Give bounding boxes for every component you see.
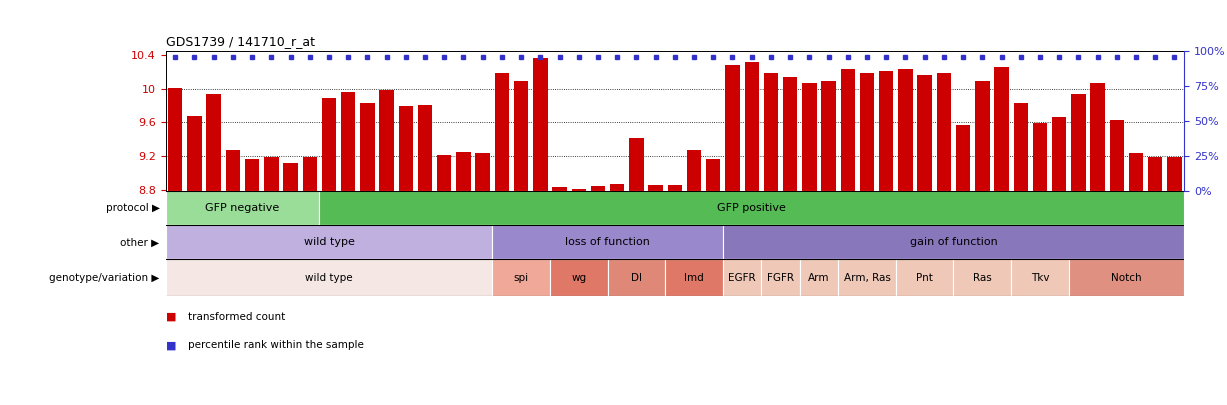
Text: wild type: wild type	[303, 237, 355, 247]
Bar	[437, 155, 452, 405]
Bar	[1011, 260, 1069, 296]
Bar	[667, 185, 682, 405]
Bar	[745, 62, 760, 405]
Text: EGFR: EGFR	[729, 273, 756, 283]
Bar	[206, 94, 221, 405]
Bar	[264, 157, 279, 405]
Bar	[725, 65, 740, 405]
Text: Arm, Ras: Arm, Ras	[844, 273, 891, 283]
Bar	[166, 225, 492, 260]
Bar	[896, 260, 953, 296]
Bar	[629, 138, 644, 405]
Text: genotype/variation ▶: genotype/variation ▶	[49, 273, 160, 283]
Bar	[1052, 117, 1066, 405]
Bar	[590, 186, 605, 405]
Bar	[687, 150, 702, 405]
Bar	[1109, 119, 1124, 405]
Bar	[319, 191, 1184, 225]
Bar	[550, 260, 607, 296]
Bar	[1148, 157, 1162, 405]
Bar	[838, 260, 896, 296]
Bar	[802, 83, 816, 405]
Bar	[492, 260, 550, 296]
Bar	[166, 191, 319, 225]
Bar	[821, 81, 836, 405]
Bar	[610, 185, 625, 405]
Bar	[665, 260, 723, 296]
Bar	[918, 75, 931, 405]
Bar	[303, 157, 317, 405]
Bar	[456, 153, 471, 405]
Text: ■: ■	[166, 340, 177, 350]
Bar	[879, 71, 893, 405]
Bar	[800, 260, 838, 296]
Text: Arm: Arm	[809, 273, 829, 283]
Text: lmd: lmd	[685, 273, 704, 283]
Text: Pnt: Pnt	[917, 273, 933, 283]
Bar	[1129, 153, 1144, 405]
Bar	[1091, 83, 1104, 405]
Bar	[166, 260, 492, 296]
Bar	[341, 92, 356, 405]
Bar	[245, 159, 259, 405]
Bar	[723, 225, 1184, 260]
Bar	[648, 185, 663, 405]
Bar	[783, 77, 798, 405]
Bar	[168, 87, 183, 405]
Text: GDS1739 / 141710_r_at: GDS1739 / 141710_r_at	[166, 35, 314, 48]
Text: other ▶: other ▶	[120, 237, 160, 247]
Bar	[953, 260, 1011, 296]
Text: Ras: Ras	[973, 273, 991, 283]
Bar	[514, 81, 529, 405]
Bar	[494, 72, 509, 405]
Bar	[936, 72, 951, 405]
Text: GFP negative: GFP negative	[205, 203, 280, 213]
Bar	[321, 98, 336, 405]
Text: Notch: Notch	[1112, 273, 1141, 283]
Bar	[840, 69, 855, 405]
Text: FGFR: FGFR	[767, 273, 794, 283]
Bar	[476, 153, 490, 405]
Bar	[188, 116, 201, 405]
Text: Dl: Dl	[631, 273, 642, 283]
Text: loss of function: loss of function	[566, 237, 650, 247]
Text: Tkv: Tkv	[1031, 273, 1049, 283]
Bar	[283, 164, 298, 405]
Bar	[1071, 94, 1086, 405]
Bar	[361, 103, 374, 405]
Bar	[572, 189, 587, 405]
Bar	[706, 159, 720, 405]
Bar	[898, 69, 913, 405]
Bar	[1069, 260, 1184, 296]
Bar	[1033, 123, 1047, 405]
Bar	[399, 106, 413, 405]
Text: GFP positive: GFP positive	[718, 203, 787, 213]
Bar	[1014, 103, 1028, 405]
Text: spi: spi	[514, 273, 529, 283]
Bar	[975, 81, 989, 405]
Bar	[492, 225, 723, 260]
Bar	[1167, 157, 1182, 405]
Bar	[418, 105, 432, 405]
Bar	[552, 187, 567, 405]
Text: wg: wg	[572, 273, 587, 283]
Text: protocol ▶: protocol ▶	[106, 203, 160, 213]
Bar	[607, 260, 665, 296]
Bar	[994, 66, 1009, 405]
Text: percentile rank within the sample: percentile rank within the sample	[188, 340, 363, 350]
Bar	[763, 72, 778, 405]
Bar	[226, 150, 240, 405]
Bar	[956, 125, 971, 405]
Bar	[761, 260, 800, 296]
Bar	[379, 90, 394, 405]
Bar	[860, 72, 874, 405]
Text: gain of function: gain of function	[909, 237, 998, 247]
Text: wild type: wild type	[306, 273, 353, 283]
Bar	[534, 58, 547, 405]
Text: transformed count: transformed count	[188, 312, 285, 322]
Text: ■: ■	[166, 312, 177, 322]
Bar	[723, 260, 761, 296]
